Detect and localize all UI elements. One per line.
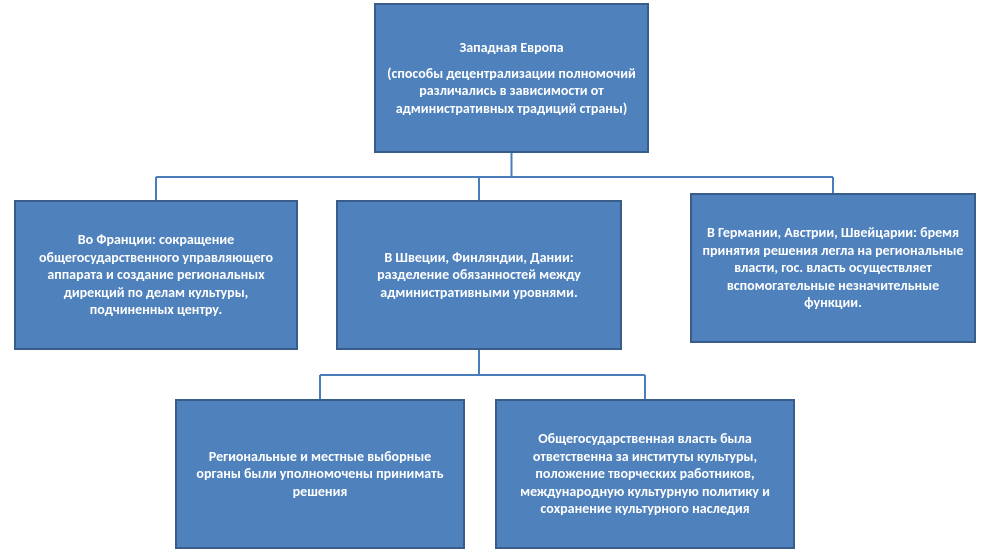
node-germanic-text: В Германии, Австрии, Швейцарии: бремя пр…: [702, 224, 964, 312]
node-nordic-text: В Швеции, Финляндии, Дании: разделение о…: [348, 249, 610, 302]
diagram-canvas: Западная Европа (способы децентрализации…: [0, 0, 990, 555]
node-regional-text: Региональные и местные выборные органы б…: [187, 448, 453, 501]
node-national-text: Общегосударственная власть была ответств…: [507, 430, 783, 518]
node-france: Во Франции: сокращение общегосударственн…: [14, 200, 298, 350]
node-root: Западная Европа (способы децентрализации…: [374, 3, 649, 153]
node-root-title: Западная Европа: [459, 39, 563, 57]
node-france-text: Во Франции: сокращение общегосударственн…: [26, 231, 286, 319]
node-nordic: В Швеции, Финляндии, Дании: разделение о…: [336, 200, 622, 350]
node-root-subtitle: (способы децентрализации полномочий разл…: [386, 65, 637, 118]
node-germanic: В Германии, Австрии, Швейцарии: бремя пр…: [690, 193, 976, 343]
node-regional: Региональные и местные выборные органы б…: [175, 399, 465, 549]
node-national: Общегосударственная власть была ответств…: [495, 399, 795, 549]
